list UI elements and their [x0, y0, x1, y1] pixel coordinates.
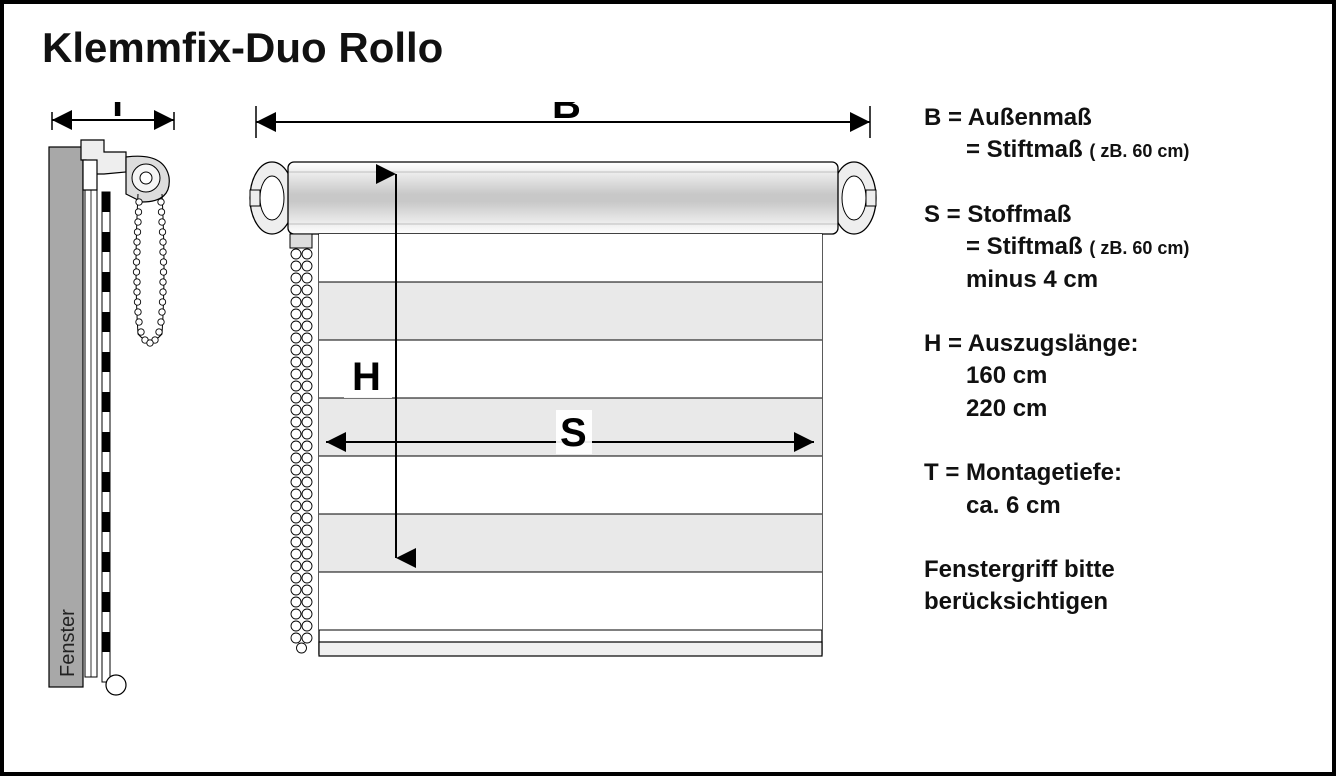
legend-H-line1: H = Auszugslänge:: [924, 328, 1302, 360]
front-view: B: [244, 102, 884, 707]
legend-note: Fenstergriff bitte berücksichtigen: [924, 554, 1302, 619]
legend-S: S = Stoffmaß = Stiftmaß ( zB. 60 cm) min…: [924, 199, 1302, 296]
dashed-edge: [102, 192, 110, 682]
label-H: H: [352, 355, 381, 399]
roll-tube: [288, 162, 838, 234]
legend-S-line3: minus 4 cm: [924, 264, 1302, 296]
label-T: T: [106, 102, 129, 125]
legend-T-line1: T = Montagetiefe:: [924, 457, 1302, 489]
legend-H-line3: 220 cm: [924, 393, 1302, 425]
legend-B-line2: = Stiftmaß ( zB. 60 cm): [924, 134, 1302, 166]
legend-note-line2: berücksichtigen: [924, 586, 1302, 618]
legend: B = Außenmaß = Stiftmaß ( zB. 60 cm) S =…: [924, 102, 1302, 651]
chain-side: [133, 194, 166, 346]
legend-H: H = Auszugslänge: 160 cm 220 cm: [924, 328, 1302, 425]
legend-T-line2: ca. 6 cm: [924, 490, 1302, 522]
page-title: Klemmfix-Duo Rollo: [42, 24, 1302, 72]
legend-T: T = Montagetiefe: ca. 6 cm: [924, 457, 1302, 522]
label-S: S: [560, 411, 587, 455]
legend-note-line1: Fenstergriff bitte: [924, 554, 1302, 586]
label-fenster: Fenster: [57, 609, 79, 677]
roller-side: [126, 156, 169, 202]
label-B: B: [552, 102, 581, 127]
legend-H-line2: 160 cm: [924, 360, 1302, 392]
side-view: T Fenster: [34, 102, 204, 707]
legend-B-line1: B = Außenmaß: [924, 102, 1302, 134]
diagram-frame: Klemmfix-Duo Rollo: [0, 0, 1336, 776]
legend-S-line1: S = Stoffmaß: [924, 199, 1302, 231]
front-view-svg: B: [244, 102, 884, 702]
chain-front: [290, 234, 312, 653]
side-view-svg: T Fenster: [34, 102, 204, 702]
legend-S-line2: = Stiftmaß ( zB. 60 cm): [924, 231, 1302, 263]
clamp-bracket: [81, 140, 126, 190]
content-row: T Fenster: [34, 102, 1302, 707]
legend-B: B = Außenmaß = Stiftmaß ( zB. 60 cm): [924, 102, 1302, 167]
